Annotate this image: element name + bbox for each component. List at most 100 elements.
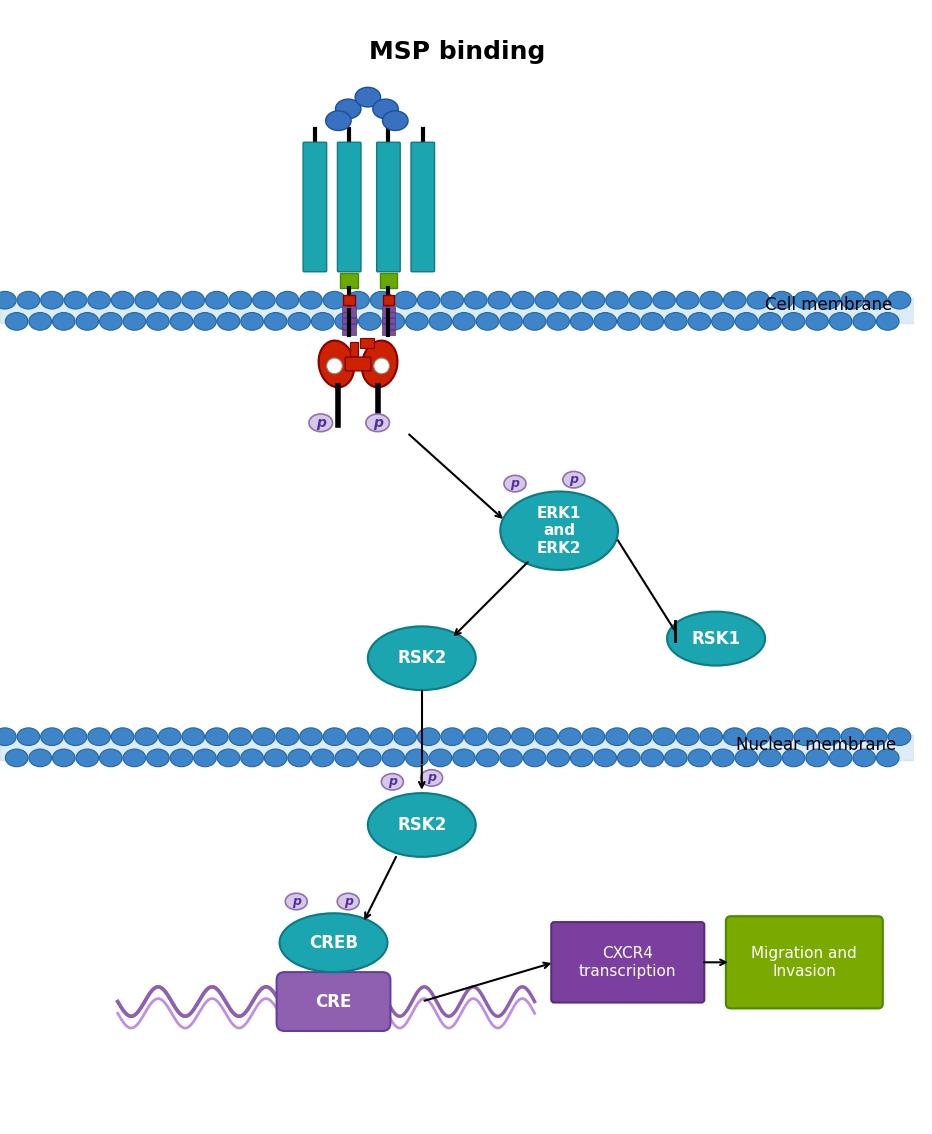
Ellipse shape bbox=[476, 750, 499, 767]
Ellipse shape bbox=[476, 313, 499, 330]
Ellipse shape bbox=[594, 313, 616, 330]
Ellipse shape bbox=[641, 750, 664, 767]
Ellipse shape bbox=[629, 728, 651, 745]
Ellipse shape bbox=[182, 728, 204, 745]
FancyBboxPatch shape bbox=[337, 142, 361, 272]
Ellipse shape bbox=[688, 750, 711, 767]
Ellipse shape bbox=[524, 313, 546, 330]
Ellipse shape bbox=[488, 728, 511, 745]
Ellipse shape bbox=[355, 87, 380, 107]
Ellipse shape bbox=[311, 750, 334, 767]
Ellipse shape bbox=[652, 291, 676, 310]
Ellipse shape bbox=[512, 728, 534, 745]
Ellipse shape bbox=[205, 728, 228, 745]
Text: Cell membrane: Cell membrane bbox=[765, 296, 892, 314]
FancyBboxPatch shape bbox=[411, 142, 434, 272]
Ellipse shape bbox=[747, 291, 770, 310]
Ellipse shape bbox=[64, 728, 87, 745]
Ellipse shape bbox=[735, 313, 758, 330]
Ellipse shape bbox=[618, 750, 640, 767]
Ellipse shape bbox=[240, 750, 264, 767]
Text: ERK1
and
ERK2: ERK1 and ERK2 bbox=[537, 506, 582, 556]
Ellipse shape bbox=[100, 750, 122, 767]
Ellipse shape bbox=[29, 313, 51, 330]
Ellipse shape bbox=[17, 728, 40, 745]
FancyBboxPatch shape bbox=[377, 142, 400, 272]
Bar bbox=[381, 323, 395, 329]
Bar bbox=[360, 338, 374, 348]
Ellipse shape bbox=[665, 750, 687, 767]
Ellipse shape bbox=[712, 750, 734, 767]
Ellipse shape bbox=[817, 728, 840, 745]
Ellipse shape bbox=[111, 728, 134, 745]
Text: p: p bbox=[344, 895, 352, 908]
Ellipse shape bbox=[229, 291, 252, 310]
Ellipse shape bbox=[535, 291, 557, 310]
Ellipse shape bbox=[500, 750, 522, 767]
Bar bbox=[343, 295, 355, 305]
Ellipse shape bbox=[853, 313, 875, 330]
Ellipse shape bbox=[582, 291, 605, 310]
Ellipse shape bbox=[418, 291, 440, 310]
Ellipse shape bbox=[429, 313, 452, 330]
Ellipse shape bbox=[370, 291, 393, 310]
Ellipse shape bbox=[842, 291, 864, 310]
Ellipse shape bbox=[359, 313, 381, 330]
Ellipse shape bbox=[359, 750, 381, 767]
Ellipse shape bbox=[368, 793, 475, 857]
Text: RSK2: RSK2 bbox=[397, 650, 446, 667]
Ellipse shape bbox=[629, 291, 651, 310]
Ellipse shape bbox=[326, 358, 342, 374]
Ellipse shape bbox=[735, 750, 758, 767]
Ellipse shape bbox=[665, 313, 687, 330]
Ellipse shape bbox=[594, 750, 616, 767]
Ellipse shape bbox=[337, 894, 359, 909]
Text: p: p bbox=[373, 416, 383, 430]
Ellipse shape bbox=[288, 750, 310, 767]
Ellipse shape bbox=[405, 313, 428, 330]
Ellipse shape bbox=[265, 313, 287, 330]
Ellipse shape bbox=[382, 111, 408, 130]
Ellipse shape bbox=[288, 313, 310, 330]
Ellipse shape bbox=[88, 291, 110, 310]
Ellipse shape bbox=[52, 750, 75, 767]
Ellipse shape bbox=[547, 750, 569, 767]
Ellipse shape bbox=[524, 750, 546, 767]
Bar bbox=[381, 312, 395, 316]
Ellipse shape bbox=[88, 728, 110, 745]
Bar bbox=[342, 312, 356, 316]
Ellipse shape bbox=[319, 340, 354, 388]
Ellipse shape bbox=[276, 291, 298, 310]
FancyBboxPatch shape bbox=[303, 142, 326, 272]
Ellipse shape bbox=[52, 313, 75, 330]
Ellipse shape bbox=[146, 750, 170, 767]
Ellipse shape bbox=[285, 894, 308, 909]
Ellipse shape bbox=[335, 750, 358, 767]
Ellipse shape bbox=[582, 728, 605, 745]
Ellipse shape bbox=[311, 313, 334, 330]
Ellipse shape bbox=[782, 750, 805, 767]
Ellipse shape bbox=[347, 728, 369, 745]
Ellipse shape bbox=[0, 728, 16, 745]
Ellipse shape bbox=[217, 313, 240, 330]
Ellipse shape bbox=[382, 750, 404, 767]
Ellipse shape bbox=[17, 291, 40, 310]
Ellipse shape bbox=[135, 728, 158, 745]
Bar bbox=[382, 295, 394, 305]
Ellipse shape bbox=[373, 99, 398, 119]
Ellipse shape bbox=[806, 313, 829, 330]
Ellipse shape bbox=[759, 750, 781, 767]
Ellipse shape bbox=[829, 750, 852, 767]
Ellipse shape bbox=[888, 728, 911, 745]
Text: Migration and
Invasion: Migration and Invasion bbox=[751, 946, 857, 979]
Bar bbox=[381, 318, 395, 323]
Ellipse shape bbox=[504, 475, 526, 492]
Bar bbox=[342, 323, 356, 329]
Ellipse shape bbox=[194, 750, 216, 767]
Ellipse shape bbox=[335, 313, 358, 330]
Ellipse shape bbox=[370, 728, 393, 745]
Ellipse shape bbox=[547, 313, 569, 330]
Ellipse shape bbox=[712, 313, 734, 330]
Text: RSK2: RSK2 bbox=[397, 816, 446, 833]
Ellipse shape bbox=[135, 291, 158, 310]
